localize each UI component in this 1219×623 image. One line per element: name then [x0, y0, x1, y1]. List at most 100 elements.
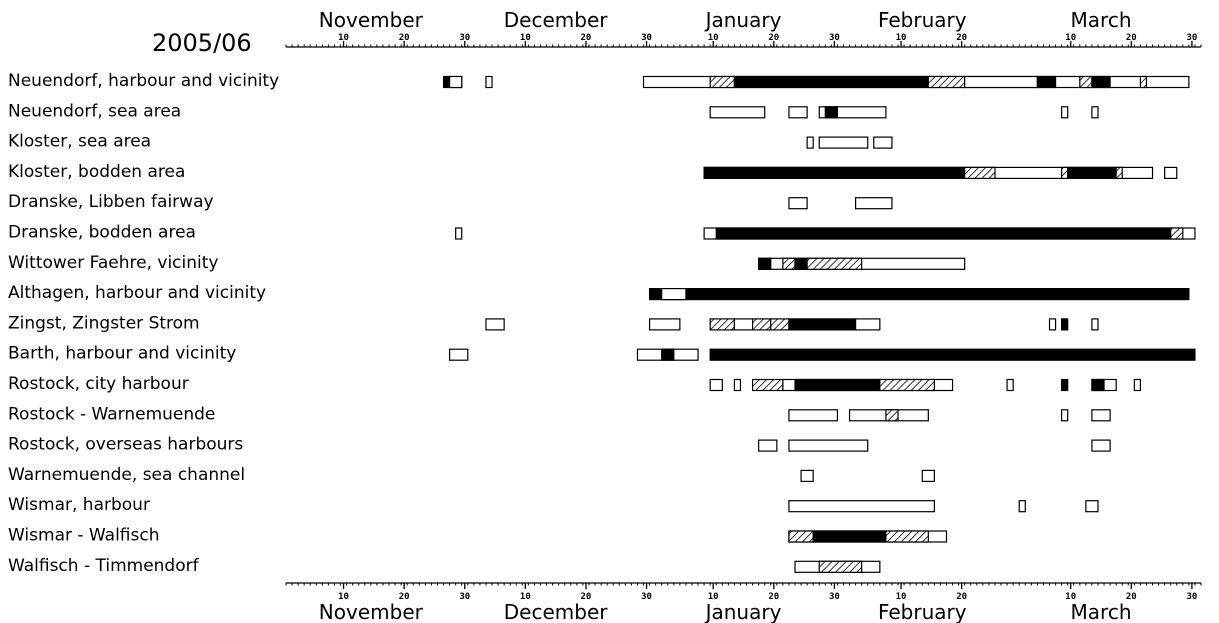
row-label: Kloster, bodden area	[8, 162, 185, 182]
ice-segment	[1091, 439, 1111, 452]
ice-segment	[709, 318, 736, 331]
axis-tick-label: 20	[1126, 33, 1137, 43]
ice-segment	[788, 439, 869, 452]
axis-tick-label: 30	[459, 592, 470, 602]
ice-segment	[661, 288, 687, 301]
ice-segment	[1091, 75, 1111, 89]
month-label-bottom: November	[319, 600, 424, 623]
axis-tick-label: 10	[708, 592, 719, 602]
month-label-top: December	[504, 8, 608, 32]
ice-segment	[1133, 378, 1142, 392]
ice-segment	[794, 257, 808, 270]
ice-segment	[733, 318, 754, 331]
axis-tick-label: 20	[581, 592, 592, 602]
ice-segment	[806, 136, 814, 149]
ice-segment	[1164, 166, 1178, 179]
axis-tick-label: 30	[829, 33, 840, 43]
ice-segment	[964, 75, 1038, 89]
row-label: Dranske, bodden area	[8, 223, 196, 243]
ice-segment	[715, 227, 1172, 240]
row-label: Wittower Faehre, vicinity	[8, 253, 218, 273]
top-month-labels: November December January February March	[319, 8, 1132, 32]
ice-segment	[782, 257, 796, 270]
axis-tick-label: 10	[896, 33, 907, 43]
row-label: Althagen, harbour and vicinity	[8, 283, 266, 303]
axis-tick-label: 10	[338, 592, 349, 602]
ice-segment	[788, 530, 814, 543]
ice-segment	[733, 75, 929, 89]
ice-segment	[879, 378, 935, 392]
ice-segment	[927, 75, 966, 89]
ice-segment	[1067, 166, 1117, 179]
month-label-top: January	[704, 8, 782, 32]
ice-segment	[885, 530, 929, 543]
ice-segment	[873, 136, 893, 149]
ice-segment	[709, 348, 1196, 361]
axis-tick-label: 30	[641, 33, 652, 43]
ice-segment	[885, 409, 899, 422]
ice-segment	[855, 197, 893, 210]
ice-segment	[812, 530, 887, 543]
row-label: Kloster, sea area	[8, 132, 151, 152]
axis-tick-label: 20	[399, 33, 410, 43]
ice-segment	[709, 75, 736, 89]
ice-segment	[1170, 227, 1184, 240]
ice-segment	[485, 75, 493, 89]
bottom-axis: 10 20 30 10 20 30 10 20 30 10 20 10 20 30	[285, 582, 1202, 602]
ice-segment	[758, 439, 778, 452]
ice-segment	[449, 75, 463, 89]
ice-segment	[1061, 166, 1069, 179]
row-label: Wismar, harbour	[8, 495, 150, 515]
row-label: Neuendorf, sea area	[8, 101, 181, 121]
axis-tick-label: 20	[399, 592, 410, 602]
axis-tick-label: 10	[1065, 592, 1076, 602]
axis-tick-label: 10	[708, 33, 719, 43]
ice-segment	[818, 560, 863, 573]
ice-segment	[1115, 166, 1123, 179]
axis-tick-label: 20	[581, 33, 592, 43]
axis-tick-label: 30	[1186, 33, 1197, 43]
row-label: Walfisch - Timmendorf	[8, 556, 200, 576]
ice-segment	[758, 257, 772, 270]
axis-tick-label: 10	[896, 592, 907, 602]
month-label-bottom: December	[504, 600, 608, 623]
ice-segment	[1085, 500, 1099, 513]
month-label-bottom: February	[878, 600, 967, 623]
row-label: Wismar - Walfisch	[8, 526, 159, 546]
axis-tick-label: 10	[1065, 33, 1076, 43]
ice-segment	[709, 106, 766, 119]
ice-segment	[788, 197, 808, 210]
axis-tick-label: 30	[829, 592, 840, 602]
axis-tick-label: 10	[338, 33, 349, 43]
top-axis: 10 20 30 10 20 30 10 20 30 10 20 10 20 30	[285, 33, 1202, 48]
axis-tick-label: 30	[641, 592, 652, 602]
axis-tick-label: 10	[520, 33, 531, 43]
row-label: Dranske, Libben fairway	[8, 192, 214, 212]
axis-tick-label: 20	[956, 33, 967, 43]
ice-segment	[1091, 409, 1111, 422]
month-label-top: November	[319, 8, 424, 32]
row-label: Rostock, city harbour	[8, 374, 189, 394]
ice-segment	[1061, 106, 1069, 119]
row-label: Neuendorf, harbour and vicinity	[8, 71, 279, 91]
row-label: Rostock - Warnemuende	[8, 404, 215, 424]
axis-tick-label: 30	[1186, 592, 1197, 602]
axis-tick-label: 30	[459, 33, 470, 43]
ice-segment	[794, 378, 881, 392]
ice-bars	[442, 75, 1196, 573]
axis-tick-label: 20	[1126, 592, 1137, 602]
ice-segment	[800, 469, 814, 482]
month-label-top: March	[1071, 8, 1132, 32]
ice-segment	[1091, 106, 1099, 119]
ice-segment	[964, 166, 996, 179]
ice-segment	[1061, 318, 1069, 331]
ice-segment	[648, 318, 681, 331]
axis-tick-label: 20	[768, 592, 779, 602]
ice-segment	[751, 318, 772, 331]
ice-segment	[855, 318, 881, 331]
month-label-top: February	[878, 8, 967, 32]
row-label: Zingst, Zingster Strom	[8, 313, 200, 333]
axis-tick-label: 20	[768, 33, 779, 43]
ice-segment	[1061, 409, 1069, 422]
